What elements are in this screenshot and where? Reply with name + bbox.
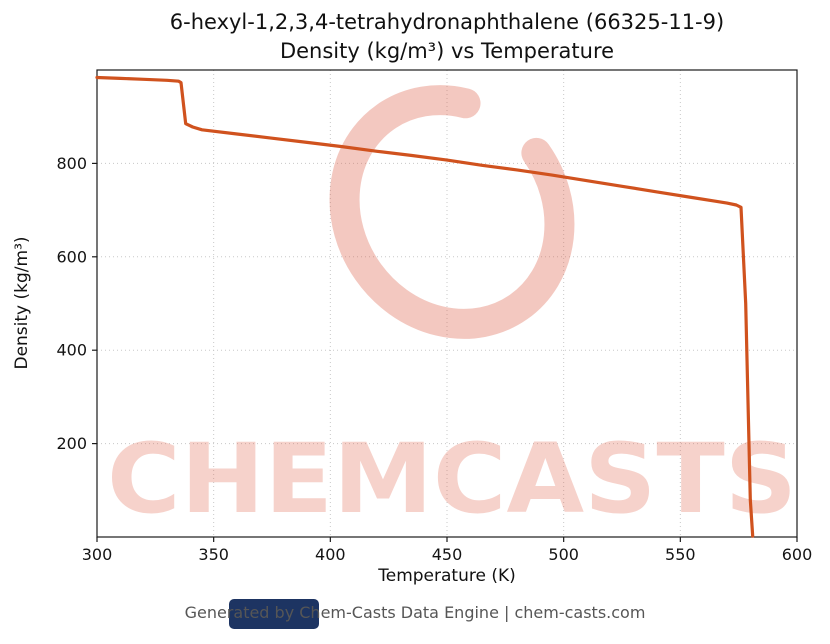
x-tick-label: 300 (82, 545, 113, 564)
x-axis-label: Temperature (K) (378, 566, 516, 586)
density-series-line (95, 75, 755, 538)
y-tick-label: 800 (56, 154, 87, 173)
watermark-text: CHEMCASTS (107, 423, 797, 535)
x-tick-label: 500 (548, 545, 579, 564)
chart-title-block: 6-hexyl-1,2,3,4-tetrahydronaphthalene (6… (97, 8, 797, 66)
chart-title: 6-hexyl-1,2,3,4-tetrahydronaphthalene (6… (169, 10, 725, 34)
y-tick-label: 400 (56, 341, 87, 360)
x-tick-label: 350 (198, 545, 229, 564)
watermark-ring-logo (329, 85, 575, 339)
chart-subtitle: Density (kg/m³) vs Temperature (279, 39, 615, 63)
x-tick-label: 450 (432, 545, 463, 564)
x-tick-label: 400 (315, 545, 346, 564)
y-axis-label: Density (kg/m³) (12, 236, 32, 370)
x-tick-label: 550 (665, 545, 696, 564)
y-tick-label: 600 (56, 247, 87, 266)
y-tick-label: 200 (56, 434, 87, 453)
x-tick-label: 600 (782, 545, 813, 564)
footer-text: Generated by Chem-Casts Data Engine | ch… (184, 603, 646, 622)
footer-badge (229, 599, 319, 629)
